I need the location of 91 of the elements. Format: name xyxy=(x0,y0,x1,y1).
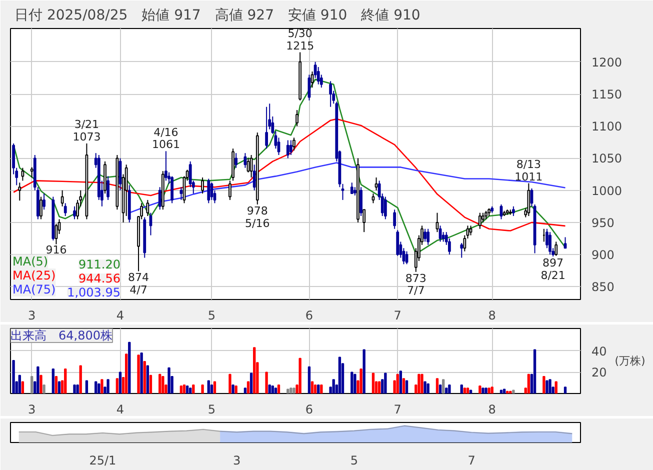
candlestick xyxy=(424,228,426,242)
annotation: 5/30 1215 xyxy=(286,26,314,52)
x-tick-label: 5 xyxy=(350,454,358,468)
annotation: 873 7/7 xyxy=(405,272,426,298)
candlestick xyxy=(512,206,515,217)
annotation: 911.20 xyxy=(78,258,121,272)
candlestick xyxy=(164,150,168,182)
candlestick xyxy=(393,209,396,230)
candlestick xyxy=(146,199,150,217)
candlestick xyxy=(350,182,354,194)
x-tick-label: 3 xyxy=(233,454,241,468)
candlestick xyxy=(442,232,445,242)
y-tick-label: 1050 xyxy=(592,152,622,166)
y-tick-label: 850 xyxy=(592,280,614,294)
candlestick xyxy=(21,167,24,182)
candlestick xyxy=(228,180,232,200)
x-tick-label: 7 xyxy=(394,402,402,416)
text: MA(75) xyxy=(12,282,56,296)
y-tick-label: 20 xyxy=(592,366,607,380)
annotation: 3/21 1073 xyxy=(72,118,101,144)
candlestick xyxy=(478,212,482,230)
candlestick xyxy=(207,178,210,204)
chart-title: 出来高 64,800株 xyxy=(10,328,112,342)
x-tick-label: 25/1 xyxy=(89,454,116,468)
candlestick xyxy=(289,140,292,156)
text: MA(25) xyxy=(12,268,56,282)
candlestick xyxy=(201,176,204,194)
candlestick xyxy=(210,182,214,200)
x-tick-label: 6 xyxy=(305,402,314,416)
y-tick-label: 40 xyxy=(592,344,607,358)
annotation: 978 5/16 xyxy=(245,204,270,230)
annotation: 897 8/21 xyxy=(540,256,566,282)
candlestick xyxy=(292,137,296,152)
candlestick xyxy=(482,212,484,223)
candlestick xyxy=(564,236,567,249)
candlestick xyxy=(265,106,268,150)
candlestick xyxy=(18,182,22,202)
candlestick xyxy=(60,190,64,207)
y-tick-label: 900 xyxy=(592,248,614,262)
x-tick-label: 6 xyxy=(305,308,314,322)
candlestick xyxy=(405,250,408,265)
candlestick xyxy=(396,230,400,256)
annotation: 916 xyxy=(46,243,67,256)
x-tick-label: 7 xyxy=(468,454,476,468)
text: MA(5) xyxy=(12,254,48,268)
candlestick xyxy=(42,193,46,210)
candlestick xyxy=(40,196,42,220)
candlestick xyxy=(234,152,238,168)
y-tick-label: 1150 xyxy=(592,88,622,102)
x-tick-label: 3 xyxy=(28,308,36,322)
candlestick xyxy=(384,196,387,220)
y-tick-label: 1200 xyxy=(592,55,622,70)
candlestick xyxy=(554,241,558,256)
annotation: 4/16 1061 xyxy=(152,126,180,152)
candlestick xyxy=(30,166,34,178)
x-tick-label: 4 xyxy=(116,402,124,416)
candlestick xyxy=(548,232,552,256)
x-tick-label: 5 xyxy=(208,402,216,416)
x-tick-label: 4 xyxy=(116,308,124,322)
candlestick xyxy=(170,176,174,204)
y-tick-label: 1100 xyxy=(592,120,622,134)
candlestick xyxy=(360,186,362,217)
annotation: 874 4/7 xyxy=(128,271,150,297)
candlestick xyxy=(252,164,256,191)
x-tick-label: 7 xyxy=(394,308,402,322)
candlestick xyxy=(329,80,332,108)
annotation: 1,003.95 xyxy=(67,286,120,300)
candlestick xyxy=(73,206,76,220)
candlestick xyxy=(158,186,162,210)
annotation: 8/13 1011 xyxy=(514,158,543,184)
candlestick xyxy=(296,110,298,127)
y-axis-title: (万株) xyxy=(614,354,646,368)
candlestick xyxy=(436,212,439,233)
candlestick xyxy=(527,182,530,217)
line-series xyxy=(12,118,566,232)
y-tick-label: 950 xyxy=(592,216,614,230)
annotation: 944.56 xyxy=(78,272,121,286)
chart-title: 日付 2025/08/25 始値 917 高値 927 安値 910 終値 910 xyxy=(14,8,420,24)
candlestick xyxy=(54,223,58,245)
x-tick-label: 8 xyxy=(488,402,496,416)
x-tick-label: 8 xyxy=(488,308,496,322)
candlestick xyxy=(286,140,290,159)
candlestick xyxy=(426,228,430,246)
y-tick-label: 1000 xyxy=(592,184,622,198)
candlestick xyxy=(106,176,110,200)
candlestick xyxy=(460,242,464,258)
x-tick-label: 3 xyxy=(28,402,36,416)
candlestick xyxy=(310,71,314,88)
candlestick xyxy=(362,209,366,233)
candlestick xyxy=(64,202,67,217)
x-tick-label: 5 xyxy=(208,308,216,322)
